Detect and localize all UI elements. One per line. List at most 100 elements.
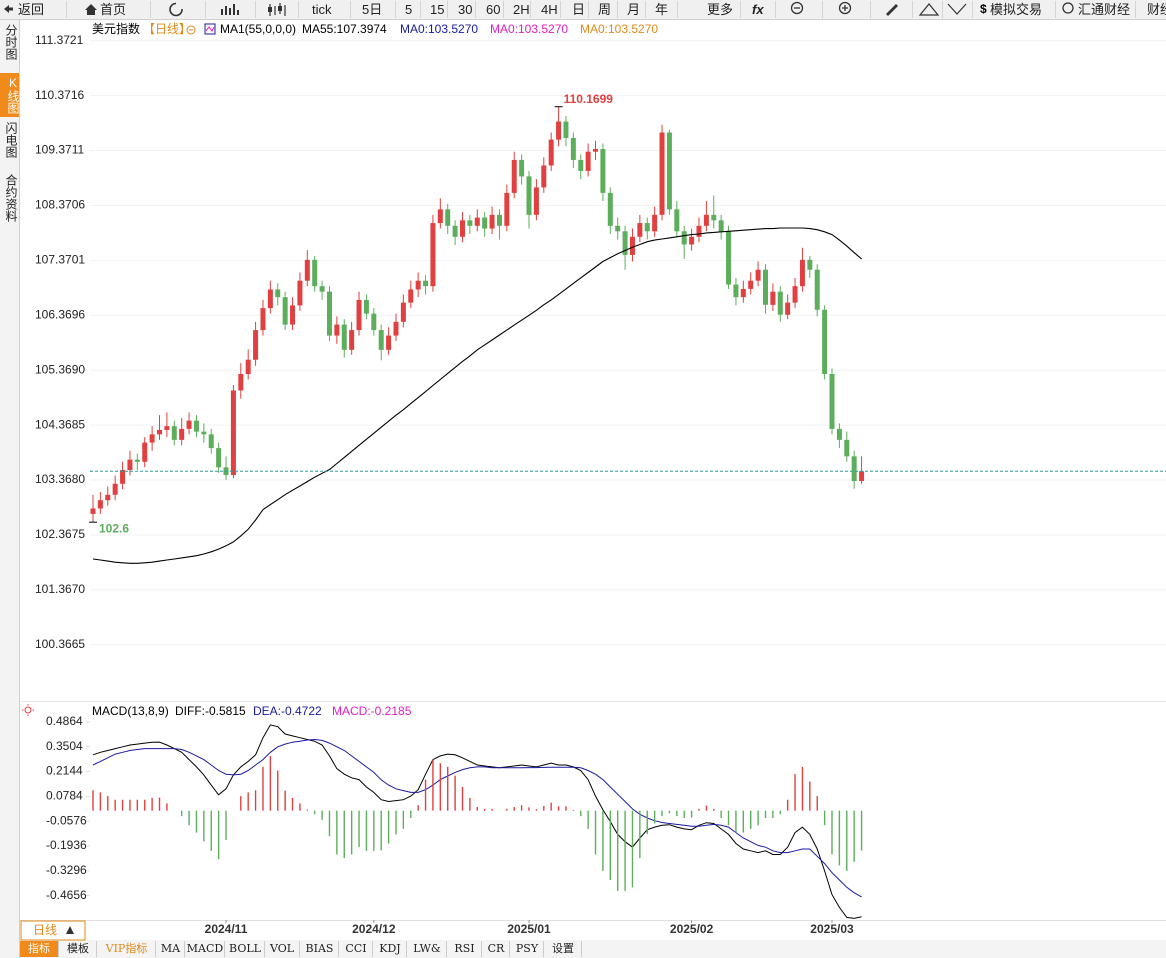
back-icon[interactable] (4, 5, 13, 13)
candle-body (282, 297, 288, 325)
sidebar-bg (0, 20, 19, 958)
bottom-tab[interactable]: BIAS (301, 941, 339, 957)
bottom-tab[interactable]: 模板 (60, 941, 97, 957)
sidebar-tab[interactable]: 分时图 (4, 24, 18, 60)
bottom-tab[interactable]: 指标 (20, 941, 59, 957)
toolbar-button[interactable]: fx (752, 2, 764, 17)
bottom-tab[interactable]: CR (483, 941, 510, 957)
triangle-down-icon[interactable] (947, 3, 967, 15)
candle-body (777, 291, 783, 315)
candle-body (112, 483, 118, 495)
candle-body (230, 390, 236, 475)
candle-body (423, 280, 429, 287)
candle-body (740, 288, 746, 298)
candle-body (703, 214, 709, 226)
y-tick-label: 101.3670 (35, 582, 85, 596)
toolbar-button[interactable]: 模拟交易 (990, 2, 1043, 17)
x-tick-label: 2025/01 (507, 922, 551, 936)
toolbar-button[interactable]: 2H (513, 2, 530, 17)
toolbar-button[interactable]: 周 (598, 2, 612, 17)
bottom-tab[interactable]: BOLL (226, 941, 265, 957)
candle-body (496, 214, 502, 226)
y-tick-label: -0.0576 (46, 813, 87, 827)
toolbar-button[interactable]: 15 (430, 2, 445, 17)
candle-body (615, 225, 621, 232)
refresh-icon[interactable] (169, 2, 183, 17)
candle-body (430, 223, 436, 287)
bottom-tab[interactable]: KDJ (374, 941, 407, 957)
candle-body (97, 500, 103, 509)
candle-body (371, 313, 377, 331)
candle-body (326, 291, 332, 336)
x-tick-label: 2024/11 (205, 922, 248, 936)
zoom-in-icon[interactable] (838, 1, 852, 15)
toolbar-button[interactable]: 日 (572, 2, 586, 17)
sidebar-tab[interactable]: 闪电图 (4, 122, 18, 158)
zoom-out-icon[interactable] (790, 1, 804, 15)
bottom-tab[interactable]: VOL (265, 941, 300, 957)
legend-entry: MA55:107.3974 (302, 22, 387, 36)
bottom-tab[interactable]: 设置 (545, 941, 582, 957)
legend-entry: DEA:-0.4722 (253, 704, 322, 718)
toolbar-button[interactable]: 60 (486, 2, 501, 17)
candle-body (378, 330, 384, 350)
candle-body (267, 289, 273, 309)
toolbar-button[interactable]: 汇通财经 (1078, 2, 1131, 17)
candle-body (193, 420, 199, 432)
period-arrow[interactable] (66, 926, 74, 934)
candle-body (593, 148, 599, 152)
bottom-tab[interactable]: PSY (511, 941, 544, 957)
toolbar-button[interactable]: 首页 (100, 2, 127, 17)
candle-body (533, 187, 539, 215)
toolbar-button[interactable]: 月 (627, 2, 641, 17)
bottom-tab[interactable]: MA (157, 941, 185, 957)
y-tick-label: 105.3690 (35, 362, 85, 376)
candle-body (149, 434, 155, 443)
candle-body (208, 434, 214, 449)
bars-icon[interactable] (221, 4, 239, 15)
bottom-tab[interactable]: CCI (340, 941, 373, 957)
bottom-tab[interactable]: RSI (448, 941, 482, 957)
toolbar-button[interactable]: 5日 (362, 2, 383, 17)
candle-body (142, 442, 148, 462)
candle-body (349, 330, 355, 350)
toolbar-button[interactable]: 4H (541, 2, 558, 17)
period-box[interactable] (20, 920, 86, 941)
toolbar-button[interactable]: 年 (655, 2, 669, 17)
candle-body (526, 176, 532, 215)
period-tab[interactable]: 日线 (33, 923, 57, 937)
candle-body (659, 132, 665, 215)
bottom-tab[interactable]: LW& (408, 941, 447, 957)
high-label: 110.1699 (564, 92, 614, 106)
chart-title: 美元指数 (92, 21, 140, 36)
candle-body (386, 335, 392, 350)
macd-icon[interactable] (24, 706, 32, 714)
minus-icon[interactable] (186, 25, 196, 35)
home-icon[interactable] (85, 4, 97, 15)
candle-body (452, 225, 458, 237)
low-label: 102.6 (99, 521, 129, 535)
toolbar-button[interactable]: 30 (458, 2, 473, 17)
candle-body (733, 284, 739, 298)
sidebar-tab[interactable]: K线图 (0, 73, 20, 117)
toolbar-button[interactable]: 财经 (1147, 2, 1166, 17)
pen-icon[interactable] (886, 4, 898, 16)
candle-body (260, 308, 266, 331)
candle-body (666, 132, 672, 210)
toolbar-button[interactable]: 返回 (18, 2, 45, 17)
toolbar-button[interactable]: 更多 (707, 2, 734, 17)
sidebar-tab[interactable]: 合约资料 (4, 174, 18, 222)
y-tick-label: 106.3696 (35, 307, 85, 321)
candle-body (519, 159, 525, 177)
bottom-tab[interactable]: VIP指标 (98, 941, 156, 957)
ma-icon[interactable] (204, 23, 216, 35)
candle-body (90, 508, 96, 514)
y-tick-label: 0.2144 (46, 764, 83, 778)
bottom-tab[interactable]: MACD (186, 941, 225, 957)
toolbar-button[interactable]: 5 (405, 2, 413, 17)
toolbar-button[interactable]: tick (312, 2, 332, 17)
candle-body (489, 214, 495, 229)
triangle-up-icon[interactable] (918, 3, 940, 16)
macd-icon-rays (22, 704, 34, 716)
